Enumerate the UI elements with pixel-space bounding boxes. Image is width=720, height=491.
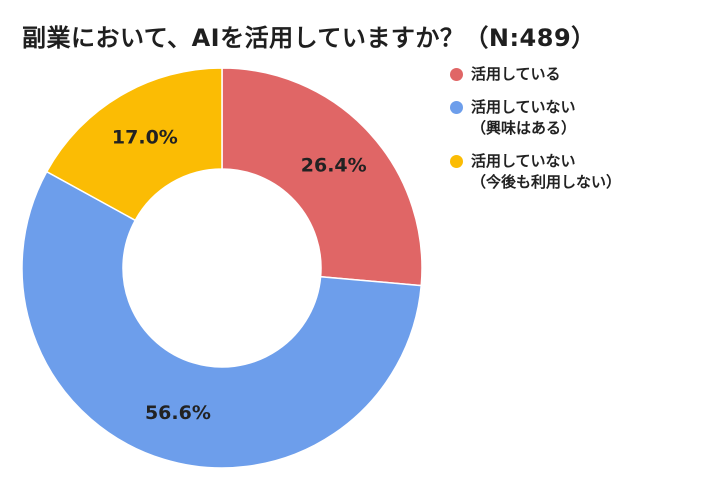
chart-legend: 活用している 活用していない （興味はある） 活用していない （今後も利用しない） xyxy=(448,64,710,205)
legend-item-2: 活用していない （興味はある） xyxy=(448,97,710,139)
legend-item-1: 活用している xyxy=(448,64,710,85)
chart-title: 副業において、AIを活用していますか？（N:489） xyxy=(22,24,596,52)
legend-swatch-3 xyxy=(450,155,463,168)
legend-swatch-1 xyxy=(450,68,463,81)
legend-label-3-line-2: （今後も利用しない） xyxy=(471,173,622,191)
legend-swatch-2 xyxy=(450,101,463,114)
legend-label-1-line-1: 活用している xyxy=(471,65,561,83)
slice-value-label-3: 17.0% xyxy=(112,127,178,149)
donut-slice-3 xyxy=(45,67,223,222)
donut-slice-2 xyxy=(21,170,423,469)
slice-value-label-2: 56.6% xyxy=(145,402,211,424)
slice-value-label-1: 26.4% xyxy=(301,155,367,177)
legend-label-2-line-1: 活用していない xyxy=(471,98,576,116)
donut-slice-1 xyxy=(221,67,423,287)
legend-label-3-line-1: 活用していない xyxy=(471,152,576,170)
legend-label-2-line-2: （興味はある） xyxy=(471,119,577,137)
legend-item-3: 活用していない （今後も利用しない） xyxy=(448,151,710,193)
donut-chart: 26.4% 56.6% 17.0% xyxy=(21,67,423,469)
